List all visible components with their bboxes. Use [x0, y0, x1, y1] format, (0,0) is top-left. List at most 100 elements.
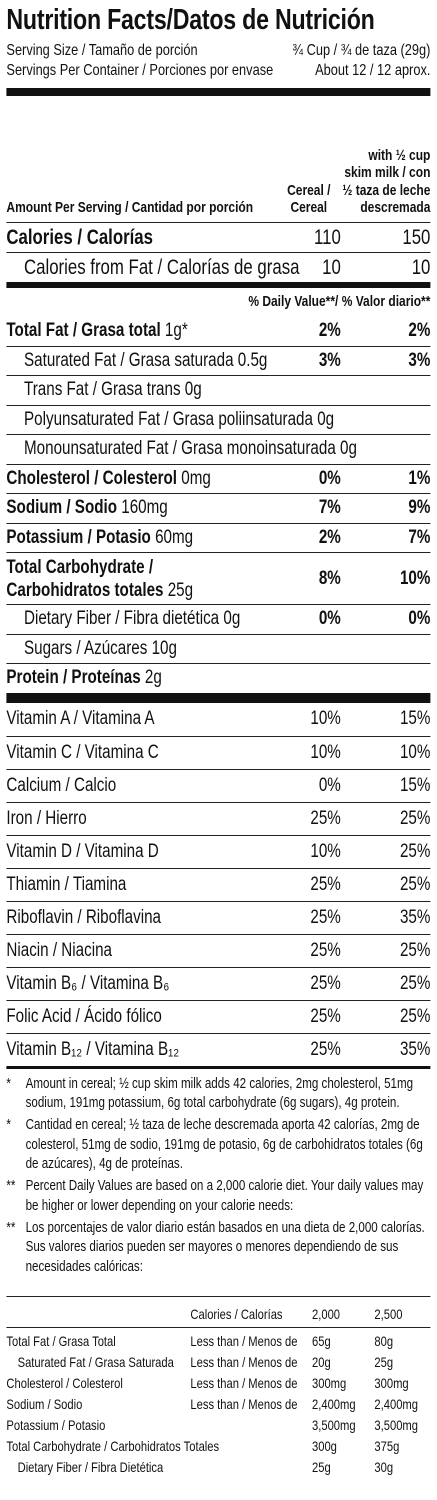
vitamin-milk-dv: 25% — [399, 840, 431, 862]
nutrient-label: Dietary Fiber / Fibra dietética 0g — [6, 608, 252, 630]
table-qualifier: Less than / Menos de — [190, 1396, 298, 1412]
vitamin-cereal-dv: 25% — [310, 807, 341, 829]
nutrient-amount: 1g* — [164, 319, 188, 341]
calories-with-milk: 150 — [402, 225, 431, 249]
vitamin-name: Calcium / Calcio — [6, 774, 117, 796]
vitamin-name: Iron / Hierro — [6, 807, 87, 829]
nutrient-amount: 2g — [144, 667, 162, 689]
table-2000: 300mg — [312, 1375, 347, 1391]
calories-from-fat-cereal: 10 — [322, 255, 341, 279]
nutrient-row: Trans Fat / Grasa trans 0g — [6, 375, 431, 405]
vitamin-milk-dv: 15% — [399, 708, 431, 729]
table-nutrient: Total Fat / Grasa Total — [6, 1333, 116, 1349]
vitamin-row: Vitamin D / Vitamina D 10% 25% — [6, 834, 431, 868]
nutrient-name: Trans Fat / Grasa trans — [24, 379, 181, 401]
footnote-mark: * — [6, 1116, 11, 1133]
footnote: * Amount in cereal; ½ cup skim milk adds … — [6, 1075, 430, 1114]
footnote-text: Percent Daily Values are based on a 2,00… — [25, 1178, 424, 1214]
vitamin-row: Vitamin B₆ / Vitamina B₆ 25% 25% — [6, 966, 431, 1000]
nutrient-name: Monounsaturated Fat / Grasa monoinsatura… — [24, 438, 336, 460]
calories-label: Calories / Calorías — [6, 225, 154, 249]
nutrient-row: Total Carbohydrate / Carbohidratos total… — [6, 552, 431, 604]
table-header: Calories / Calorías 2,000 2,500 — [6, 1301, 431, 1328]
footnote: * Cantidad en cereal; ½ taza de leche des… — [6, 1116, 430, 1175]
table-2500: 375g — [374, 1438, 400, 1454]
nutrient-amount: 0g — [223, 608, 241, 630]
serving-size: Serving Size / Tamaño de porción ¾ Cup / … — [6, 40, 430, 62]
vitamin-name: Folic Acid / Ácido fólico — [6, 1005, 162, 1027]
nutrient-cereal-dv: 7% — [318, 497, 341, 519]
nutrient-milk-dv: 0% — [408, 608, 431, 630]
nutrient-label: Sugars / Azúcares 10g — [6, 638, 430, 660]
daily-value-header: % Daily Value**/ % Valor diario** — [248, 293, 431, 310]
vitamin-row: Folic Acid / Ácido fólico 25% 25% — [6, 999, 431, 1033]
table-2000: 20g — [312, 1354, 331, 1370]
milk-header: with ½ cup skim milk / con ½ taza de lec… — [342, 147, 431, 216]
table-row: Cholesterol / Colesterol Less than / Meno… — [6, 1373, 430, 1394]
nutrient-name: Sodium / Sodio — [6, 497, 118, 519]
nutrient-row: Monounsaturated Fat / Grasa monoinsatura… — [6, 434, 431, 464]
vitamin-name: Thiamin / Tiamina — [6, 873, 127, 895]
vitamin-row: Vitamin B₁₂ / Vitamina B₁₂ 25% 35% — [6, 1032, 431, 1066]
nutrient-row: Cholesterol / Colesterol 0mg 0% 1% — [6, 463, 431, 494]
vitamin-cereal-dv: 25% — [310, 972, 341, 994]
nutrient-name: Cholesterol / Colesterol — [6, 467, 178, 489]
nutrient-label: Saturated Fat / Grasa saturada 0.5g — [6, 349, 267, 372]
table-row: Sodium / Sodio Less than / Menos de 2,400m… — [6, 1394, 430, 1415]
vitamin-row: Iron / Hierro 25% 25% — [6, 801, 431, 835]
table-2000: 2,000 — [312, 1305, 341, 1322]
vitamin-name: Niacin / Niacina — [6, 939, 112, 961]
nutrient-row: Sugars / Azúcares 10g — [6, 633, 431, 664]
calories-from-fat-label: Calories from Fat / Calorías de grasa — [24, 255, 300, 279]
nutrient-cereal-dv: 3% — [318, 349, 341, 371]
table-row: Dietary Fiber / Fibra Dietética 25g 30g — [6, 1457, 430, 1478]
vitamin-milk-dv: 25% — [399, 873, 431, 895]
rule — [6, 88, 431, 96]
vitamin-milk-dv: 25% — [399, 1005, 431, 1027]
table-qualifier: Less than / Menos de — [190, 1333, 298, 1349]
vitamin-milk-dv: 15% — [399, 774, 431, 796]
footnote-text: Los porcentajes de valor diario están ba… — [25, 1219, 425, 1275]
nutrient-label: Monounsaturated Fat / Grasa monoinsatura… — [6, 438, 430, 460]
nutrient-row: Potassium / Potasio 60mg 2% 7% — [6, 522, 431, 553]
vitamin-name: Vitamin C / Vitamina C — [6, 741, 159, 763]
vitamin-milk-dv: 35% — [399, 906, 431, 928]
table-2500: 30g — [374, 1459, 394, 1475]
vitamin-name: Riboflavin / Riboflavina — [6, 906, 162, 928]
nutrient-cereal-dv: 2% — [318, 526, 341, 548]
nutrient-amount: 10g — [151, 637, 177, 659]
nutrient-milk-dv: 7% — [408, 526, 431, 548]
table-2000: 300g — [312, 1438, 337, 1454]
vitamin-cereal-dv: 25% — [310, 939, 341, 961]
table-nutrient: Sodium / Sodio — [6, 1396, 83, 1412]
vitamin-row: Thiamin / Tiamina 25% 25% — [6, 867, 431, 901]
footnote-mark: ** — [6, 1178, 16, 1195]
vitamin-cereal-dv: 25% — [310, 906, 341, 928]
table-row: Total Carbohydrate / Carbohidratos Total… — [6, 1436, 430, 1457]
nutrient-name: Saturated Fat / Grasa saturada — [24, 349, 234, 371]
servings-value: About 12 / 12 aprox. — [315, 62, 431, 79]
table-2500: 25g — [374, 1354, 394, 1370]
calories: Calories / Calorías 110 150 — [6, 222, 431, 252]
nutrient-amount: 25g — [167, 579, 194, 601]
servings: Servings Per Container / Porciones por e… — [6, 62, 430, 88]
title: Nutrition Facts/Datos de Nutrición — [6, 4, 375, 36]
table-row: Total Fat / Grasa Total Less than / Menos… — [6, 1331, 430, 1352]
serving-size-value: ¾ Cup / ¾ de taza (29g) — [292, 42, 431, 59]
nutrient-amount: 0g — [317, 408, 335, 430]
nutrient-row: Dietary Fiber / Fibra dietética 0g 0% 0% — [6, 604, 431, 634]
amount-label: Amount Per Serving / Cantidad por porció… — [6, 199, 254, 216]
nutrient-cereal-dv: 2% — [318, 319, 341, 341]
rule — [6, 1065, 431, 1069]
vitamin-row: Vitamin C / Vitamina C 10% 10% — [6, 735, 431, 769]
vitamin-cereal-dv: 10% — [310, 741, 341, 763]
nutrient-name: Protein / Proteínas — [6, 667, 141, 689]
vitamin-cereal-dv: 10% — [310, 708, 341, 729]
table-2500: 2,500 — [374, 1305, 403, 1322]
nutrient-label: Total Carbohydrate / Carbohidratos total… — [6, 556, 252, 602]
footnote-mark: ** — [6, 1219, 16, 1236]
table-nutrient: Dietary Fiber / Fibra Dietética — [17, 1459, 164, 1475]
vitamin-milk-dv: 25% — [399, 939, 431, 961]
table-2500: 80g — [374, 1333, 394, 1349]
vitamin-name: Vitamin A / Vitamina A — [6, 708, 155, 729]
